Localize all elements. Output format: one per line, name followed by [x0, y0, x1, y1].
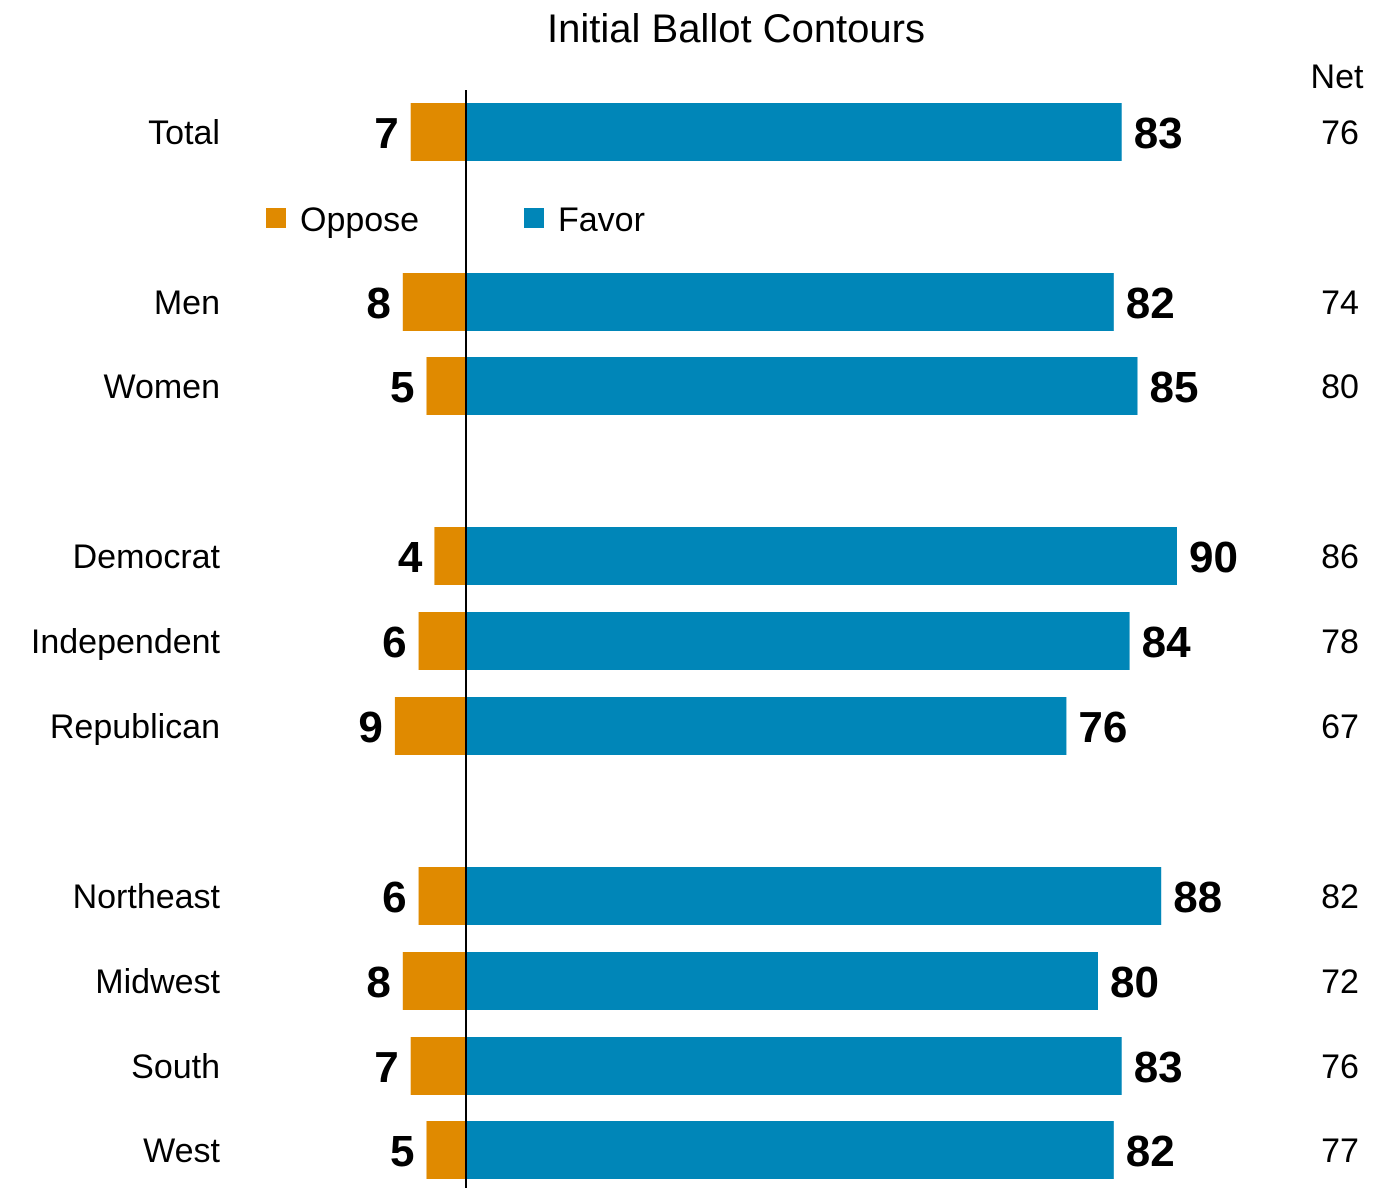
oppose-value-independent: 6 [382, 618, 406, 667]
favor-bar-total [466, 103, 1122, 161]
oppose-value-south: 7 [374, 1043, 398, 1092]
oppose-bar-midwest [402, 952, 466, 1010]
net-column-header: Net [1311, 58, 1364, 96]
net-value-total: 76 [1321, 114, 1359, 152]
oppose-bar-west [426, 1121, 466, 1179]
legend-swatch-oppose [266, 208, 286, 228]
net-value-democrat: 86 [1321, 538, 1359, 576]
oppose-value-northeast: 6 [382, 873, 406, 922]
net-value-republican: 67 [1321, 708, 1359, 746]
favor-bar-independent [466, 612, 1130, 670]
favor-bar-west [466, 1121, 1114, 1179]
oppose-bar-independent [418, 612, 466, 670]
favor-bar-women [466, 357, 1138, 415]
oppose-value-west: 5 [390, 1127, 414, 1176]
favor-value-democrat: 90 [1189, 533, 1238, 582]
oppose-value-men: 8 [366, 279, 390, 328]
legend-label-favor: Favor [558, 201, 645, 239]
oppose-bar-republican [394, 697, 466, 755]
favor-bar-men [466, 273, 1114, 331]
oppose-value-total: 7 [374, 109, 398, 158]
favor-value-men: 82 [1126, 279, 1175, 328]
chart-title: Initial Ballot Contours [547, 7, 925, 51]
category-label-men: Men [154, 284, 220, 322]
favor-value-independent: 84 [1142, 618, 1191, 667]
favor-value-total: 83 [1134, 109, 1183, 158]
net-value-midwest: 72 [1321, 963, 1359, 1001]
legend-swatch-favor [524, 208, 544, 228]
net-value-independent: 78 [1321, 623, 1359, 661]
net-value-west: 77 [1321, 1132, 1359, 1170]
favor-bar-south [466, 1037, 1122, 1095]
oppose-value-women: 5 [390, 363, 414, 412]
legend: Oppose Favor [266, 201, 645, 239]
category-label-west: West [143, 1132, 220, 1170]
net-value-south: 76 [1321, 1048, 1359, 1086]
favor-value-women: 85 [1150, 363, 1199, 412]
favor-value-south: 83 [1134, 1043, 1183, 1092]
oppose-value-democrat: 4 [398, 533, 423, 582]
oppose-bar-total [410, 103, 466, 161]
favor-value-republican: 76 [1078, 703, 1127, 752]
net-value-men: 74 [1321, 284, 1359, 322]
legend-label-oppose: Oppose [300, 201, 419, 239]
category-label-northeast: Northeast [73, 878, 221, 916]
oppose-bar-democrat [434, 527, 466, 585]
category-label-independent: Independent [31, 623, 221, 661]
favor-bar-northeast [466, 867, 1162, 925]
category-label-republican: Republican [50, 708, 220, 746]
net-value-women: 80 [1321, 368, 1359, 406]
favor-bar-democrat [466, 527, 1177, 585]
category-label-democrat: Democrat [73, 538, 221, 576]
oppose-value-republican: 9 [358, 703, 382, 752]
oppose-value-midwest: 8 [366, 958, 390, 1007]
favor-value-west: 82 [1126, 1127, 1175, 1176]
net-value-northeast: 82 [1321, 878, 1359, 916]
favor-bar-midwest [466, 952, 1098, 1010]
favor-bar-republican [466, 697, 1067, 755]
favor-value-northeast: 88 [1173, 873, 1222, 922]
favor-value-midwest: 80 [1110, 958, 1159, 1007]
oppose-bar-northeast [418, 867, 466, 925]
category-label-total: Total [148, 114, 220, 152]
oppose-bar-men [402, 273, 466, 331]
category-label-women: Women [103, 368, 220, 406]
oppose-bar-south [410, 1037, 466, 1095]
category-label-midwest: Midwest [95, 963, 220, 1001]
oppose-bar-women [426, 357, 466, 415]
category-label-south: South [131, 1048, 220, 1086]
